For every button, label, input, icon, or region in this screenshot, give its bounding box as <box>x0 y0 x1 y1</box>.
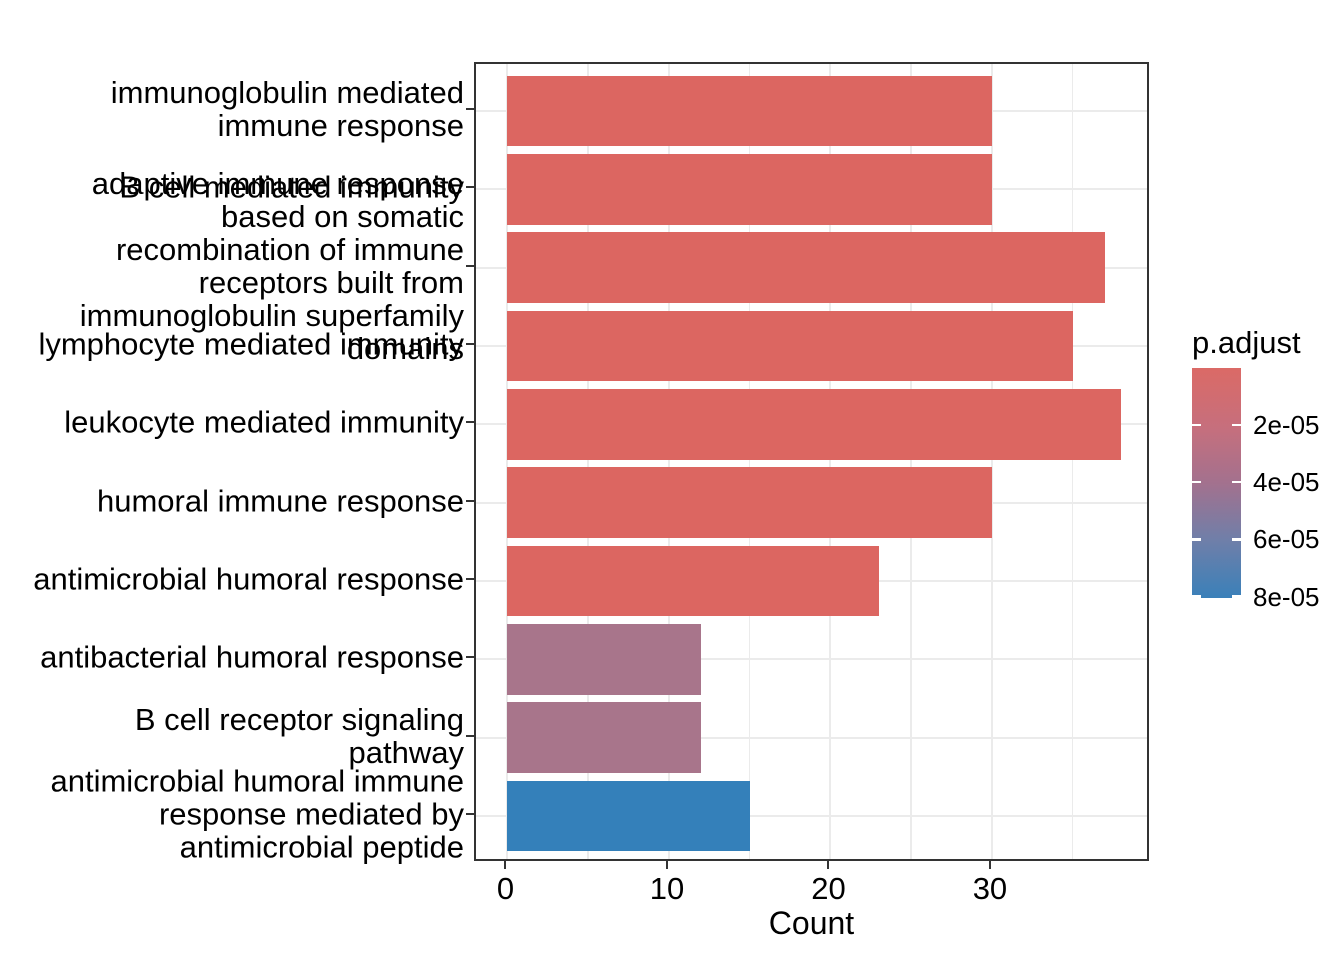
gridline-vertical <box>748 64 751 859</box>
y-axis-tick <box>466 186 474 189</box>
legend: p.adjust 2e-05 4e-05 6e-05 8e-05 <box>1180 320 1344 620</box>
x-axis-tick <box>665 861 668 869</box>
y-axis-label: lymphocyte mediated immunity <box>38 326 464 362</box>
gridline-vertical <box>910 64 912 859</box>
y-axis-tick <box>466 578 474 580</box>
y-axis-label: humoral immune response <box>96 483 464 519</box>
legend-tick-mark <box>1192 481 1201 484</box>
legend-tick-mark <box>1232 481 1241 484</box>
y-axis-tick <box>466 656 474 659</box>
legend-tick-label: 4e-05 <box>1253 467 1320 498</box>
gridline-vertical <box>587 64 589 859</box>
bar <box>507 702 702 773</box>
y-axis-tick <box>466 499 474 502</box>
y-axis-label: B cell mediated immunity <box>119 169 464 205</box>
gridline-vertical <box>506 64 509 859</box>
x-axis-tick <box>988 861 991 869</box>
y-axis-label: antibacterial humoral response <box>40 639 464 675</box>
legend-title: p.adjust <box>1192 325 1301 360</box>
bar <box>507 75 992 147</box>
bar <box>507 624 702 695</box>
y-axis-tick <box>466 264 474 267</box>
bar <box>507 389 1122 460</box>
x-axis-tick-label: 30 <box>972 871 1008 906</box>
y-axis-tick <box>466 421 474 424</box>
gridline-vertical <box>1071 64 1074 859</box>
gridline-vertical <box>829 64 832 859</box>
bar <box>507 780 750 852</box>
legend-tick-mark <box>1232 538 1241 541</box>
legend-tick-label: 2e-05 <box>1253 410 1320 441</box>
legend-tick-mark <box>1192 538 1201 541</box>
y-axis-tick <box>466 108 474 110</box>
y-axis-label: antimicrobial humoral immune response me… <box>50 763 465 865</box>
gridline-horizontal <box>476 815 1147 817</box>
bar <box>507 310 1073 382</box>
legend-tick-label: 8e-05 <box>1253 581 1320 612</box>
x-axis-tick-label: 0 <box>496 871 515 906</box>
bar <box>507 545 879 617</box>
x-axis-tick <box>827 861 830 869</box>
y-axis-label: leukocyte mediated immunity <box>64 404 464 440</box>
gridline-vertical <box>990 64 993 859</box>
gridline-horizontal <box>476 736 1147 739</box>
bar <box>507 232 1105 303</box>
y-axis-label: antimicrobial humoral response <box>33 561 464 597</box>
y-axis-label: adaptive immune response based on somati… <box>79 165 464 366</box>
y-axis-tick <box>466 734 474 737</box>
x-axis-tick-label: 20 <box>811 871 846 906</box>
gridline-horizontal <box>476 658 1147 661</box>
legend-tick-mark <box>1192 595 1201 598</box>
x-axis-title: Count <box>768 905 855 941</box>
legend-tick-label: 6e-05 <box>1253 524 1320 555</box>
x-axis-tick <box>504 861 507 869</box>
y-axis-tick <box>466 813 474 815</box>
bar <box>507 154 992 225</box>
legend-tick-mark <box>1192 423 1201 427</box>
y-axis-label: B cell receptor signaling pathway <box>134 701 464 770</box>
bar <box>507 467 992 538</box>
y-axis-label: immunoglobulin mediated immune response <box>110 75 464 143</box>
gridline-vertical <box>667 64 670 859</box>
legend-tick-mark <box>1232 595 1241 598</box>
legend-tick-mark <box>1232 423 1241 427</box>
plot-panel <box>474 62 1149 861</box>
x-axis-tick-label: 10 <box>649 871 685 906</box>
y-axis-tick <box>466 343 474 345</box>
